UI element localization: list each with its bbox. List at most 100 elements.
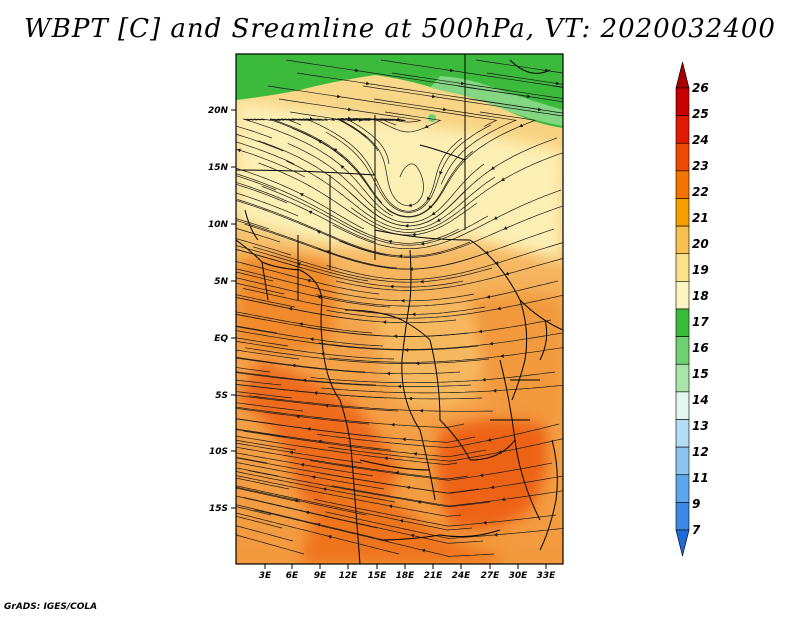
streamline	[236, 418, 476, 443]
streamline-arrow	[498, 450, 502, 454]
streamline	[236, 495, 378, 529]
streamline	[254, 509, 495, 557]
colorbar-top-arrow	[675, 61, 690, 89]
streamline	[236, 311, 373, 334]
streamline-arrow	[486, 294, 491, 299]
streamline-arrow	[442, 107, 447, 112]
streamline-arrow	[347, 116, 352, 121]
streamline-arrow	[397, 384, 402, 389]
streamline-arrow	[449, 68, 454, 73]
streamline-arrow	[490, 166, 495, 170]
streamline	[236, 326, 384, 347]
streamline-arrow	[316, 230, 321, 234]
streamline-arrow	[347, 107, 352, 112]
colorbar-label: 16	[692, 341, 709, 355]
streamline-arrow	[226, 347, 230, 351]
streamline	[326, 242, 563, 280]
colorbar-bottom-arrow	[675, 529, 690, 557]
streamline	[236, 487, 301, 503]
streamline	[237, 457, 480, 494]
streamline	[236, 173, 460, 244]
streamline	[309, 460, 553, 481]
streamline	[236, 261, 380, 295]
streamline-arrow	[481, 377, 486, 382]
streamline	[236, 297, 457, 324]
streamline-arrow	[296, 262, 301, 266]
streamline	[552, 85, 563, 88]
streamline-arrow	[406, 485, 410, 490]
streamline-arrow	[289, 450, 294, 455]
streamline	[261, 185, 489, 246]
streamline-arrow	[393, 334, 398, 339]
streamline	[273, 118, 383, 204]
streamline	[362, 85, 563, 117]
streamline-arrow	[237, 148, 241, 153]
svg-text:30E: 30E	[509, 571, 529, 581]
streamline-arrow	[399, 519, 404, 523]
lon-tick: 12E	[339, 564, 359, 581]
streamline	[248, 395, 494, 412]
colorbar-swatch	[675, 87, 690, 116]
streamline-arrow	[421, 548, 426, 553]
streamline-arrow	[404, 348, 409, 352]
streamline	[236, 325, 278, 334]
streamline	[236, 525, 294, 542]
streamline	[314, 498, 557, 527]
colorbar-label: 12	[692, 445, 709, 459]
streamline	[236, 394, 399, 412]
streamline	[236, 504, 389, 542]
colorbar-swatch	[675, 225, 690, 255]
svg-text:10N: 10N	[208, 220, 229, 230]
longitude-axis: 3E 6E 9E 12E 15E 18E 21E 24E 27E 30E 33E	[259, 564, 556, 581]
lon-tick: 27E	[481, 564, 501, 581]
streamline-arrow	[479, 473, 484, 478]
lat-tick: 15S	[209, 504, 236, 514]
streamline-arrow	[419, 279, 424, 284]
streamline	[236, 406, 465, 428]
streamline-arrow	[309, 337, 314, 342]
colorbar-swatch	[675, 308, 690, 337]
streamline	[236, 277, 391, 308]
streamline-arrow	[402, 437, 406, 442]
lon-tick: 33E	[537, 564, 556, 581]
streamline	[335, 258, 563, 291]
streamline-arrow	[294, 498, 298, 503]
svg-text:12E: 12E	[339, 571, 359, 581]
colorbar-label: 9	[692, 497, 700, 511]
streamline	[386, 111, 536, 218]
streamline-arrow	[333, 148, 338, 153]
streamline-arrow	[489, 341, 494, 346]
streamline	[564, 99, 571, 100]
streamline	[338, 118, 424, 207]
streamline	[236, 456, 268, 464]
streamline	[391, 72, 563, 99]
svg-text:18E: 18E	[396, 571, 416, 581]
streamline-arrow	[388, 239, 393, 244]
streamline-arrow	[327, 534, 332, 539]
streamline-arrow	[302, 378, 307, 383]
streamline-arrow	[382, 320, 387, 325]
streamline	[236, 313, 468, 337]
colorbar-label: 24	[692, 133, 709, 147]
svg-text:27E: 27E	[481, 571, 501, 581]
streamline-arrow	[417, 500, 421, 505]
streamline	[258, 140, 467, 227]
colorbar-label: 15	[692, 367, 709, 381]
streamline	[475, 59, 563, 74]
streamline	[310, 371, 556, 384]
streamline	[380, 59, 563, 88]
streamline-arrow	[411, 232, 416, 237]
streamline	[457, 85, 563, 103]
streamline-arrow	[487, 437, 492, 442]
svg-text:6E: 6E	[286, 571, 299, 581]
streamline	[236, 534, 305, 555]
streamline-arrow	[300, 462, 305, 467]
streamline	[236, 175, 277, 191]
streamline	[236, 452, 374, 477]
streamline	[245, 347, 490, 364]
streamline-arrow	[408, 396, 413, 401]
lon-tick: 15E	[368, 564, 387, 581]
lat-tick: EQ	[214, 334, 236, 344]
streamline-arrow	[431, 94, 436, 99]
streamline	[236, 439, 297, 451]
